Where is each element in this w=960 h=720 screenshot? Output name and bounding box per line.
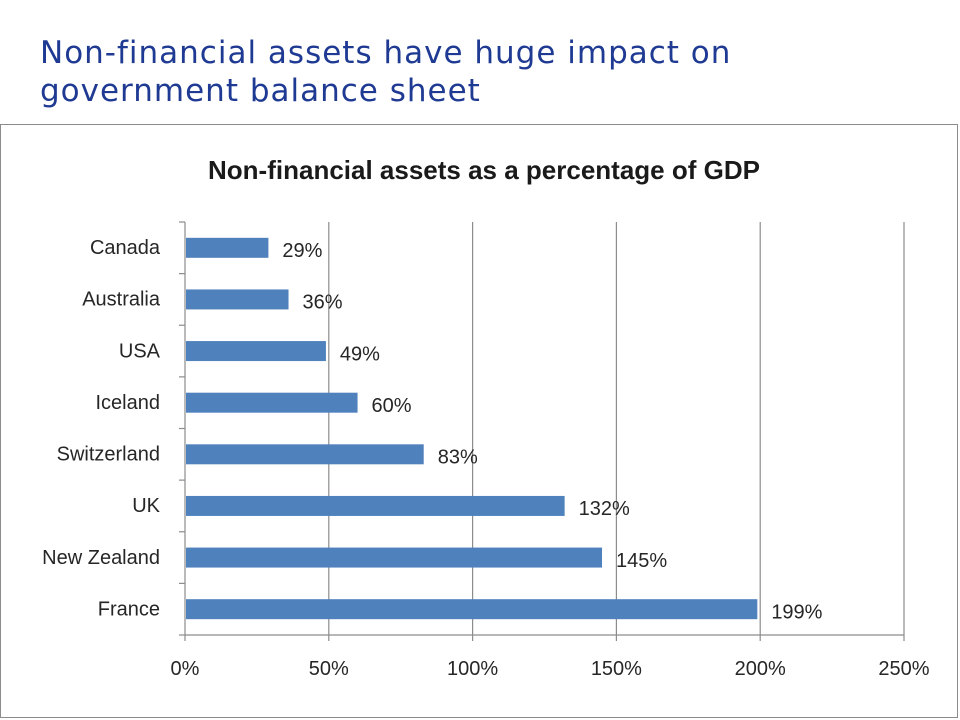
- x-tick-label: 100%: [447, 658, 498, 680]
- labels: 0% 50% 100% 150% 200% 250% Canada 29% Australia 3…: [42, 237, 930, 680]
- category-label: USA: [119, 340, 161, 362]
- category-label: New Zealand: [42, 547, 160, 569]
- category-label: UK: [132, 495, 160, 517]
- x-tick-label: 200%: [735, 658, 786, 680]
- slide-title-line-2: government balance sheet: [40, 73, 481, 109]
- bar-switzerland: [186, 444, 424, 465]
- data-label: 49%: [340, 343, 380, 365]
- data-label: 36%: [303, 292, 343, 314]
- chart-title: Non-financial assets as a percentage of …: [208, 155, 760, 185]
- bar-usa: [186, 341, 326, 362]
- data-label: 132%: [579, 498, 630, 520]
- data-label: 29%: [282, 240, 322, 262]
- category-label: Iceland: [96, 392, 161, 414]
- x-tick-label: 50%: [309, 658, 349, 680]
- grid-lines: [328, 222, 905, 635]
- bar-france: [186, 599, 758, 620]
- chart-frame: Non-financial assets as a percentage of …: [0, 124, 958, 718]
- bar-uk: [186, 495, 565, 516]
- data-label: 60%: [372, 395, 412, 417]
- bars: [186, 237, 758, 620]
- slide-title: Non-financial assets have huge impact on…: [40, 34, 920, 110]
- category-label: Canada: [90, 237, 161, 259]
- data-label: 199%: [771, 601, 822, 623]
- bar-chart: Non-financial assets as a percentage of …: [42, 155, 930, 680]
- bar-australia: [186, 289, 289, 310]
- axes: [179, 221, 905, 641]
- data-label: 145%: [616, 550, 667, 572]
- x-tick-label: 250%: [878, 658, 929, 680]
- slide-title-line-1: Non-financial assets have huge impact on: [40, 35, 732, 71]
- category-label: France: [98, 598, 160, 620]
- x-tick-label: 0%: [171, 658, 200, 680]
- data-label: 83%: [438, 447, 478, 469]
- category-label: Australia: [82, 289, 161, 311]
- category-label: Switzerland: [57, 444, 160, 466]
- bar-iceland: [186, 392, 358, 413]
- bar-canada: [186, 237, 269, 258]
- x-tick-label: 150%: [591, 658, 642, 680]
- bar-new-zealand: [186, 547, 603, 568]
